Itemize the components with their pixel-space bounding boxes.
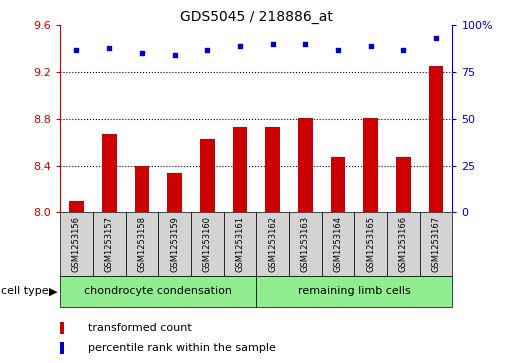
Bar [60, 276, 256, 307]
Point [170, 52, 179, 58]
Bar [102, 134, 117, 212]
Bar [158, 212, 191, 276]
Point [367, 43, 375, 49]
Point [138, 50, 146, 56]
Text: GSM1253164: GSM1253164 [334, 216, 343, 272]
Point [268, 41, 277, 47]
Bar [60, 342, 64, 354]
Bar [200, 139, 214, 212]
Bar [265, 127, 280, 212]
Bar [69, 201, 84, 212]
Bar [289, 212, 322, 276]
Text: cell type: cell type [1, 286, 49, 296]
Bar [429, 66, 444, 212]
Text: GSM1253167: GSM1253167 [431, 216, 440, 272]
Text: GSM1253160: GSM1253160 [203, 216, 212, 272]
Bar [224, 212, 256, 276]
Bar [167, 173, 182, 212]
Text: GSM1253156: GSM1253156 [72, 216, 81, 272]
Text: ▶: ▶ [49, 286, 57, 296]
Bar [256, 276, 452, 307]
Bar [331, 158, 345, 212]
Text: transformed count: transformed count [88, 323, 191, 333]
Text: percentile rank within the sample: percentile rank within the sample [88, 343, 276, 353]
Bar [134, 166, 149, 212]
Text: remaining limb cells: remaining limb cells [298, 286, 411, 296]
Bar [60, 212, 93, 276]
Text: GSM1253161: GSM1253161 [235, 216, 244, 272]
Bar [322, 212, 355, 276]
Point [301, 41, 310, 47]
Bar [191, 212, 224, 276]
Point [72, 47, 81, 53]
Text: chondrocyte condensation: chondrocyte condensation [84, 286, 232, 296]
Point [105, 45, 113, 51]
Point [432, 36, 440, 41]
Text: GSM1253159: GSM1253159 [170, 216, 179, 272]
Text: GSM1253158: GSM1253158 [138, 216, 146, 272]
Bar [256, 212, 289, 276]
Bar [363, 118, 378, 212]
Point [236, 43, 244, 49]
Text: GSM1253166: GSM1253166 [399, 216, 408, 272]
Point [334, 47, 342, 53]
Bar [396, 158, 411, 212]
Bar [355, 212, 387, 276]
Bar [93, 212, 126, 276]
Text: GSM1253157: GSM1253157 [105, 216, 113, 272]
Point [399, 47, 407, 53]
Text: GSM1253163: GSM1253163 [301, 216, 310, 272]
Bar [60, 322, 64, 334]
Title: GDS5045 / 218886_at: GDS5045 / 218886_at [180, 11, 333, 24]
Bar [233, 127, 247, 212]
Text: GSM1253165: GSM1253165 [366, 216, 375, 272]
Text: GSM1253162: GSM1253162 [268, 216, 277, 272]
Bar [387, 212, 419, 276]
Bar [126, 212, 158, 276]
Bar [419, 212, 452, 276]
Bar [298, 118, 313, 212]
Point [203, 47, 211, 53]
